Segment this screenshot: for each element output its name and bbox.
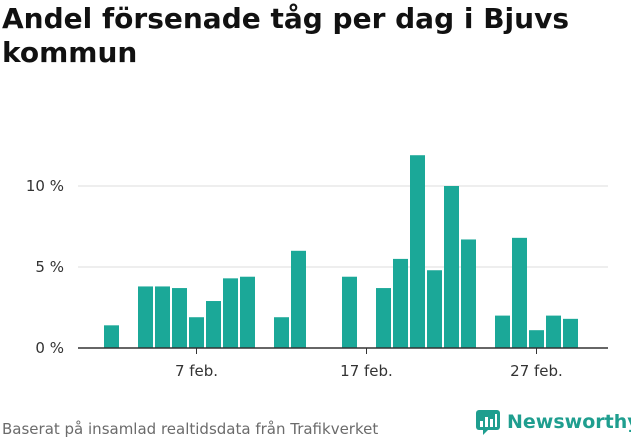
x-tick-label: 27 feb. [510, 362, 563, 380]
bar [104, 325, 119, 348]
y-tick-label: 5 % [35, 258, 64, 276]
bar [291, 250, 306, 348]
bar [206, 301, 221, 348]
bar [410, 155, 425, 348]
bar [427, 270, 442, 348]
axes: 0 % 5 % 10 % 7 feb. 17 feb. 27 feb. [26, 177, 608, 380]
bar [155, 286, 170, 348]
newsworthy-logo-icon [476, 410, 500, 435]
bar [546, 315, 561, 348]
bar [189, 317, 204, 348]
y-tick-label: 0 % [35, 339, 64, 357]
x-tick-label: 17 feb. [340, 362, 393, 380]
bar [138, 286, 153, 348]
y-tick-label: 10 % [26, 177, 64, 195]
bar [512, 237, 527, 348]
bar [172, 288, 187, 348]
bar [223, 278, 238, 348]
source-note: Baserat på insamlad realtidsdata från Tr… [2, 420, 379, 438]
bar [240, 276, 255, 348]
brand-logo[interactable]: Newsworthy [475, 409, 631, 435]
bar [393, 258, 408, 348]
bar [563, 318, 578, 348]
bar [495, 315, 510, 348]
chart-title: Andel försenade tåg per dag i Bjuvs komm… [2, 2, 569, 69]
bar [342, 276, 357, 348]
bars [104, 155, 578, 348]
bar [529, 330, 544, 348]
bar [376, 288, 391, 348]
brand-name: Newsworthy [507, 411, 631, 433]
bar [444, 186, 459, 348]
gridlines [78, 185, 608, 268]
x-tick-label: 7 feb. [175, 362, 218, 380]
bar [274, 317, 289, 348]
bar [461, 239, 476, 348]
